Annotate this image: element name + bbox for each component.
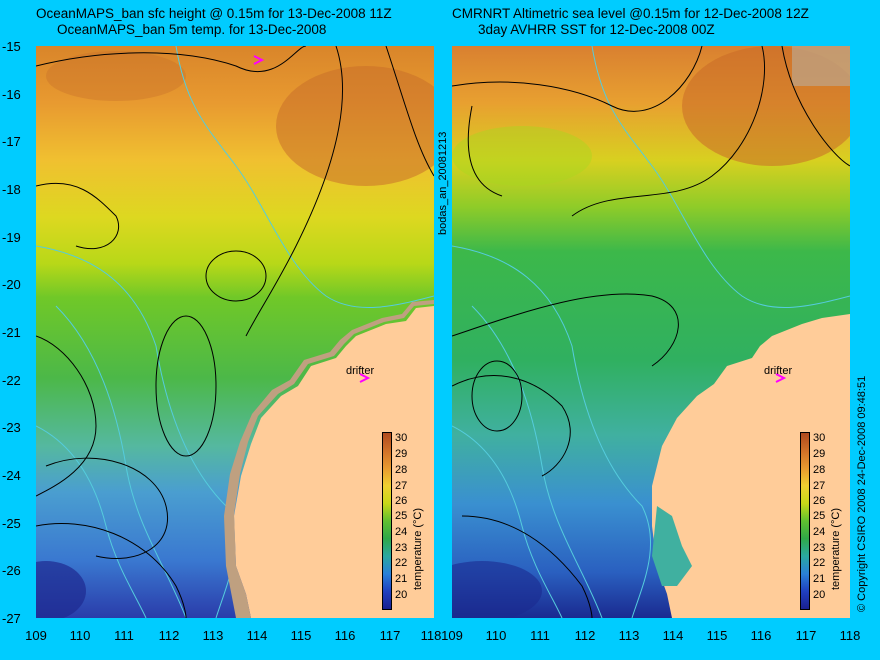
colorbar-tick-label: 26	[813, 495, 826, 507]
cold-patch	[452, 561, 542, 618]
y-tick-label: -15	[2, 39, 21, 54]
x-tick-label: 111	[530, 628, 550, 643]
colorbar-tick-label: 28	[813, 464, 826, 476]
colorbar-tick-label: 21	[395, 573, 408, 585]
y-tick-label: -25	[2, 516, 21, 531]
warm-patch	[452, 126, 592, 186]
left-title-line1: OceanMAPS_ban sfc height @ 0.15m for 13-…	[36, 6, 392, 21]
colorbar-tick-label: 28	[395, 464, 408, 476]
colorbar-title: temperature (°C)	[830, 507, 842, 590]
x-tick-label: 112	[574, 628, 596, 643]
drifter-label: drifter	[764, 365, 793, 377]
left-colorbar	[382, 432, 392, 610]
colorbar-tick-label: 24	[813, 526, 826, 538]
y-tick-label: -16	[2, 87, 21, 102]
y-tick-label: -26	[2, 563, 21, 578]
drifter-marker	[253, 55, 265, 65]
y-tick-label: -24	[2, 468, 21, 483]
colorbar-tick-label: 22	[813, 557, 826, 569]
left-title-line2: OceanMAPS_ban 5m temp. for 13-Dec-2008	[57, 22, 327, 37]
x-tick-label: 109	[25, 628, 47, 643]
y-tick-label: -27	[2, 611, 21, 626]
x-tick-label: 117	[795, 628, 817, 643]
x-tick-label: 118	[420, 628, 442, 643]
x-tick-label: 116	[750, 628, 772, 643]
x-tick-label: 109	[441, 628, 463, 643]
colorbar-tick-label: 20	[813, 589, 826, 601]
colorbar-tick-label: 23	[395, 542, 408, 554]
cold-patch	[36, 561, 86, 618]
colorbar-tick-label: 30	[813, 432, 826, 444]
y-tick-label: -23	[2, 420, 21, 435]
colorbar-tick-label: 23	[813, 542, 826, 554]
colorbar-tick-label: 25	[395, 510, 408, 522]
y-tick-label: -20	[2, 277, 21, 292]
run-id-label: bodas_an_20081213	[437, 131, 449, 235]
x-tick-label: 110	[485, 628, 507, 643]
y-tick-label: -22	[2, 373, 21, 388]
warm-patch	[46, 51, 186, 101]
colorbar-title: temperature (°C)	[412, 507, 424, 590]
y-tick-label: -17	[2, 134, 21, 149]
right-colorbar	[800, 432, 810, 610]
right-map	[452, 46, 850, 618]
colorbar-tick-label: 30	[395, 432, 408, 444]
x-tick-label: 112	[158, 628, 180, 643]
warm-patch	[276, 66, 434, 186]
x-tick-label: 113	[618, 628, 640, 643]
colorbar-tick-label: 24	[395, 526, 408, 538]
left-map	[36, 46, 434, 618]
x-tick-label: 113	[202, 628, 224, 643]
drifter-marker	[359, 373, 371, 383]
x-tick-label: 116	[334, 628, 356, 643]
y-tick-label: -19	[2, 230, 21, 245]
colorbar-tick-label: 20	[395, 589, 408, 601]
drifter-label: drifter	[346, 365, 375, 377]
shark-bay-water	[652, 506, 692, 586]
colorbar-tick-label: 21	[813, 573, 826, 585]
sea-level-contours	[36, 46, 434, 618]
colorbar-tick-label: 26	[395, 495, 408, 507]
colorbar-tick-label: 29	[813, 448, 826, 460]
colorbar-tick-label: 27	[395, 480, 408, 492]
right-title-line1: CMRNRT Altimetric sea level @0.15m for 1…	[452, 6, 809, 21]
colorbar-tick-label: 27	[813, 480, 826, 492]
cloud-mask	[792, 46, 850, 86]
right-map-panel	[452, 46, 850, 618]
left-map-panel	[36, 46, 434, 618]
colorbar-tick-label: 22	[395, 557, 408, 569]
x-tick-label: 110	[69, 628, 91, 643]
right-title-line2: 3day AVHRR SST for 12-Dec-2008 00Z	[478, 22, 715, 37]
x-tick-label: 114	[662, 628, 684, 643]
copyright-label: © Copyright CSIRO 2008 24-Dec-2008 09:48…	[856, 375, 868, 612]
y-tick-label: -21	[2, 325, 21, 340]
y-tick-label: -18	[2, 182, 21, 197]
drifter-marker	[775, 373, 787, 383]
x-tick-label: 115	[706, 628, 728, 643]
x-tick-label: 114	[246, 628, 268, 643]
bathymetry-contours	[452, 46, 850, 618]
x-tick-label: 117	[379, 628, 401, 643]
colorbar-tick-label: 25	[813, 510, 826, 522]
sea-level-contours	[452, 46, 850, 618]
x-tick-label: 111	[114, 628, 134, 643]
x-tick-label: 115	[290, 628, 312, 643]
x-tick-label: 118	[839, 628, 861, 643]
colorbar-tick-label: 29	[395, 448, 408, 460]
